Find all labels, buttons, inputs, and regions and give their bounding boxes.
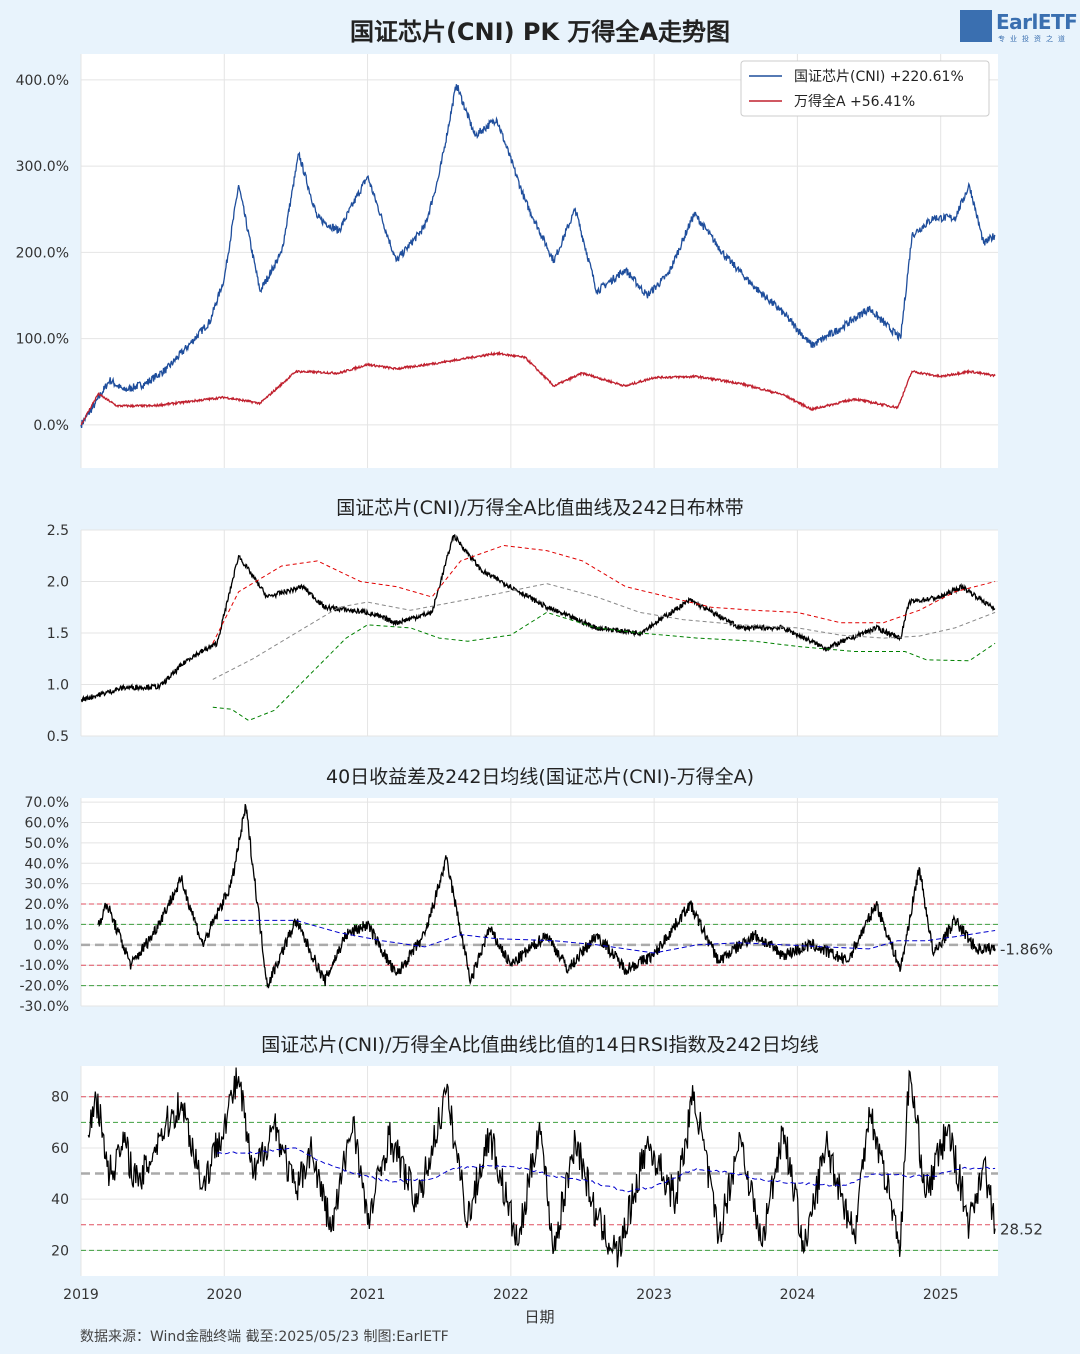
- y-tick-label: -30.0%: [19, 999, 69, 1015]
- x-tick-label: 2024: [780, 1287, 816, 1303]
- plot-area-4: [81, 1066, 998, 1276]
- y-tick-label: 10.0%: [25, 917, 69, 933]
- x-tick-label: 2022: [493, 1287, 529, 1303]
- y-tick-label: 30.0%: [25, 877, 69, 893]
- y-tick-label: 0.0%: [33, 418, 69, 434]
- y-tick-label: 20.0%: [25, 897, 69, 913]
- plot-area-3: [81, 798, 998, 1006]
- y-tick-label: 100.0%: [16, 332, 69, 348]
- y-tick-label: 70.0%: [25, 795, 69, 811]
- series-line-4-2: [217, 1147, 996, 1193]
- legend-box: [740, 60, 990, 117]
- y-tick-label: 40: [51, 1192, 69, 1208]
- y-tick-label: 200.0%: [16, 245, 69, 261]
- logo-text: EarlETF: [996, 10, 1078, 34]
- y-tick-label: 80: [51, 1090, 69, 1106]
- series-line-2-4: [212, 611, 996, 722]
- x-tick-label: 2020: [206, 1287, 242, 1303]
- y-tick-label: 2.0: [47, 575, 69, 591]
- logo-icon: [960, 10, 992, 42]
- series-line-1-1: [80, 84, 996, 429]
- y-tick-label: 300.0%: [16, 159, 69, 175]
- y-tick-label: 0.0%: [33, 938, 69, 954]
- logo: EarlETF 专业投资之道: [960, 8, 1078, 44]
- y-tick-label: 1.0: [47, 678, 69, 694]
- y-tick-label: 0.5: [47, 729, 69, 745]
- y-tick-label: -10.0%: [19, 958, 69, 974]
- y-tick-label: -20.0%: [19, 979, 69, 995]
- series-line-3-2: [224, 919, 996, 954]
- x-tick-label: 2019: [63, 1287, 99, 1303]
- series-line-2-2: [212, 544, 996, 644]
- logo-subtext: 专业投资之道: [998, 35, 1070, 43]
- x-axis-label: 日期: [524, 1308, 554, 1326]
- panel3-title: 40日收益差及242日均线(国证芯片(CNI)-万得全A): [325, 766, 755, 788]
- end-value-label: 28.52: [1000, 1221, 1043, 1239]
- series-line-3-1: [97, 804, 996, 989]
- panel2-title: 国证芯片(CNI)/万得全A比值曲线及242日布林带: [336, 497, 744, 519]
- footer-source: 数据来源：Wind金融终端 截至:2025/05/23 制图:EarlETF: [80, 1329, 449, 1345]
- x-tick-label: 2021: [350, 1287, 386, 1303]
- series-line-1-2: [80, 350, 996, 426]
- y-tick-label: 2.5: [47, 523, 69, 539]
- x-tick-label: 2023: [636, 1287, 672, 1303]
- y-tick-label: 400.0%: [16, 73, 69, 89]
- legend-label: 万得全A +56.41%: [794, 93, 915, 110]
- panel4-title: 国证芯片(CNI)/万得全A比值曲线比值的14日RSI指数及242日均线: [261, 1034, 819, 1056]
- y-tick-label: 20: [51, 1243, 69, 1259]
- y-tick-label: 40.0%: [25, 856, 69, 872]
- y-tick-label: 60.0%: [25, 815, 69, 831]
- series-line-2-1: [80, 534, 996, 703]
- series-line-4-1: [87, 1067, 996, 1268]
- x-tick-label: 2025: [923, 1287, 959, 1303]
- end-value-label: -1.86%: [1000, 941, 1053, 959]
- chart-title: 国证芯片(CNI) PK 万得全A走势图: [349, 18, 731, 46]
- legend-label: 国证芯片(CNI) +220.61%: [794, 69, 964, 85]
- series-line-2-3: [212, 583, 996, 680]
- y-tick-label: 60: [51, 1141, 69, 1157]
- y-tick-label: 1.5: [47, 626, 69, 642]
- y-tick-label: 50.0%: [25, 836, 69, 852]
